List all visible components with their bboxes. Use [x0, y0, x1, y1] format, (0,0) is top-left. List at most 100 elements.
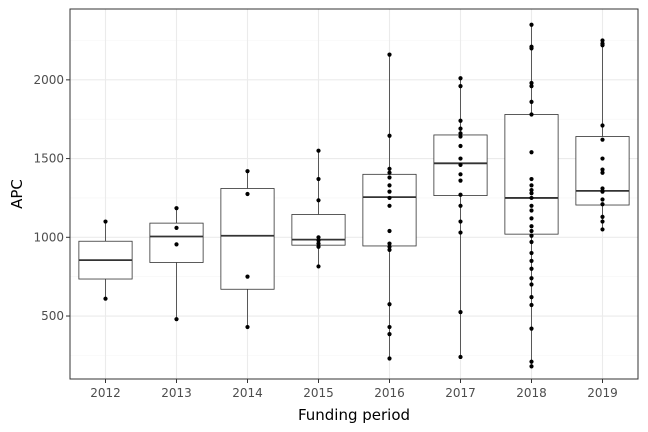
data-point — [316, 264, 321, 269]
data-point — [529, 203, 534, 208]
x-tick-label: 2016 — [374, 386, 405, 400]
data-point — [529, 364, 534, 369]
x-tick-label: 2014 — [232, 386, 263, 400]
data-point — [316, 148, 321, 153]
data-point — [600, 214, 605, 219]
data-point — [387, 228, 392, 234]
data-point — [529, 22, 534, 27]
data-point — [458, 143, 463, 149]
data-point — [387, 324, 392, 330]
data-point — [529, 239, 534, 245]
data-point — [458, 178, 463, 183]
data-point — [458, 131, 463, 136]
data-point — [458, 219, 463, 224]
data-point — [529, 228, 534, 234]
x-tick-label: 2017 — [445, 386, 476, 400]
data-point — [387, 247, 392, 252]
x-tick-label: 2013 — [161, 386, 192, 400]
data-point — [600, 123, 605, 128]
data-point — [458, 230, 463, 235]
y-tick-label: 2000 — [33, 73, 64, 87]
data-point — [458, 134, 463, 139]
data-point — [316, 176, 321, 182]
data-point — [458, 309, 463, 315]
x-tick-label: 2018 — [516, 386, 547, 400]
data-point — [529, 216, 534, 221]
data-point — [600, 202, 605, 207]
data-point — [458, 162, 463, 167]
data-point — [600, 186, 605, 191]
data-point — [387, 332, 392, 337]
data-point — [387, 189, 392, 194]
data-point — [316, 244, 321, 249]
x-tick-label: 2019 — [587, 386, 618, 400]
data-point — [529, 46, 534, 51]
data-point — [387, 241, 392, 246]
y-tick-label: 1000 — [33, 230, 64, 244]
data-point — [529, 233, 534, 238]
data-point — [529, 282, 534, 287]
data-point — [600, 219, 605, 224]
x-tick-label: 2012 — [90, 386, 121, 400]
data-point — [529, 195, 534, 201]
data-point — [529, 176, 534, 182]
data-point — [529, 99, 534, 104]
data-point — [387, 175, 392, 180]
data-point — [529, 80, 534, 86]
data-point — [529, 266, 534, 271]
data-point — [529, 295, 534, 300]
data-point — [529, 191, 534, 196]
data-point — [458, 118, 463, 123]
data-point — [529, 224, 534, 229]
data-point — [387, 183, 392, 188]
y-axis-title: APC — [8, 179, 26, 209]
data-point — [316, 238, 321, 243]
data-point — [174, 317, 179, 322]
data-point — [458, 354, 463, 360]
data-point — [387, 166, 392, 171]
data-point — [316, 241, 321, 246]
data-points — [103, 22, 605, 369]
data-point — [245, 324, 250, 330]
y-tick-label: 1500 — [33, 152, 64, 166]
data-point — [529, 326, 534, 331]
data-point — [103, 296, 108, 301]
x-axis-title: Funding period — [298, 406, 410, 424]
x-tick-label: 2015 — [303, 386, 334, 400]
data-point — [387, 52, 392, 57]
data-point — [458, 203, 463, 208]
data-point — [529, 250, 534, 256]
data-point — [600, 156, 605, 161]
data-point — [245, 169, 250, 174]
data-point — [387, 170, 392, 175]
data-point — [529, 84, 534, 89]
data-point — [529, 150, 534, 155]
data-point — [529, 112, 534, 117]
box-body — [504, 114, 559, 235]
box-2012 — [78, 221, 133, 299]
data-point — [600, 170, 605, 175]
data-point — [529, 208, 534, 213]
data-point — [529, 276, 534, 281]
data-point — [316, 235, 321, 240]
data-point — [387, 302, 392, 307]
data-point — [174, 206, 179, 211]
data-point — [387, 195, 392, 201]
data-point — [458, 156, 463, 161]
y-tick-label: 500 — [41, 309, 64, 323]
data-point — [245, 274, 250, 279]
data-point — [174, 242, 179, 247]
data-point — [600, 43, 605, 48]
data-point — [387, 356, 392, 361]
data-point — [600, 38, 605, 43]
data-point — [600, 227, 605, 232]
data-point — [600, 197, 605, 202]
data-point — [387, 203, 392, 208]
data-point — [529, 302, 534, 308]
data-point — [103, 219, 108, 224]
data-point — [529, 359, 534, 364]
data-point — [600, 189, 605, 194]
data-point — [316, 198, 321, 203]
data-point — [387, 133, 392, 138]
